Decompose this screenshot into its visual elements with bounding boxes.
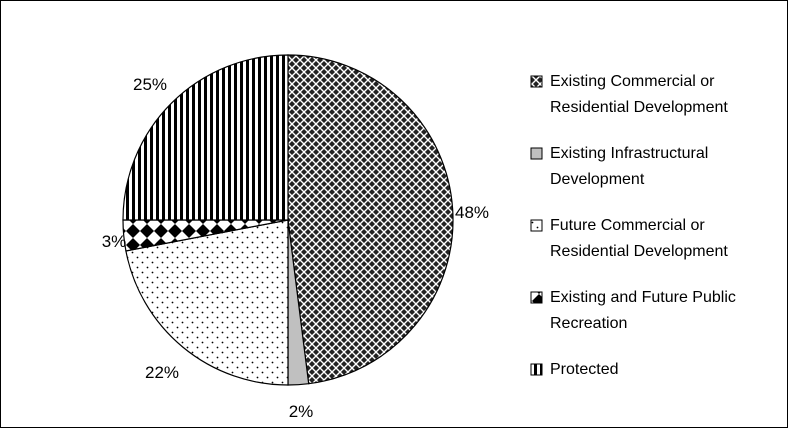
legend-item-4: Existing and Future Public Recreation [530,289,736,332]
legend-item-2: Existing Infrastructural Development [530,145,708,188]
pie-slice-3 [125,219,289,386]
legend-label-4-line-1: Existing and Future Public [550,289,736,306]
data-label-4: 3% [102,232,127,251]
legend-swatch-2 [530,147,543,160]
legend-label-4-line-2: Recreation [550,315,627,332]
pie-slice-5 [122,54,289,221]
legend-label-3-line-2: Residential Development [550,243,728,260]
legend-label-2-line-2: Development [550,171,645,188]
legend-swatch-5 [530,363,543,376]
legend-label-1-line-2: Residential Development [550,99,728,116]
legend-swatch-4 [530,291,543,304]
data-label-5: 25% [133,75,167,94]
legend-label-5-line-1: Protected [550,361,618,378]
data-label-2: 2% [289,402,314,421]
legend-swatch-1 [530,75,543,88]
data-label-3: 22% [145,363,179,382]
data-labels: 48% 2% 22% 3% 25% [102,75,489,421]
legend-item-1: Existing Commercial or Residential Develo… [530,73,728,116]
legend-label-1-line-1: Existing Commercial or [550,73,715,90]
legend-label-2-line-1: Existing Infrastructural [550,145,708,162]
legend-item-3: Future Commercial or Residential Developm… [530,217,728,260]
pie-slice-1 [287,54,454,385]
legend-label-3-line-1: Future Commercial or [550,217,705,234]
legend-item-5: Protected [530,361,618,378]
data-label-1: 48% [455,203,489,222]
legend-swatch-3 [530,219,543,232]
legend: Existing Commercial or Residential Develo… [530,73,736,378]
pie-slices [122,54,454,386]
